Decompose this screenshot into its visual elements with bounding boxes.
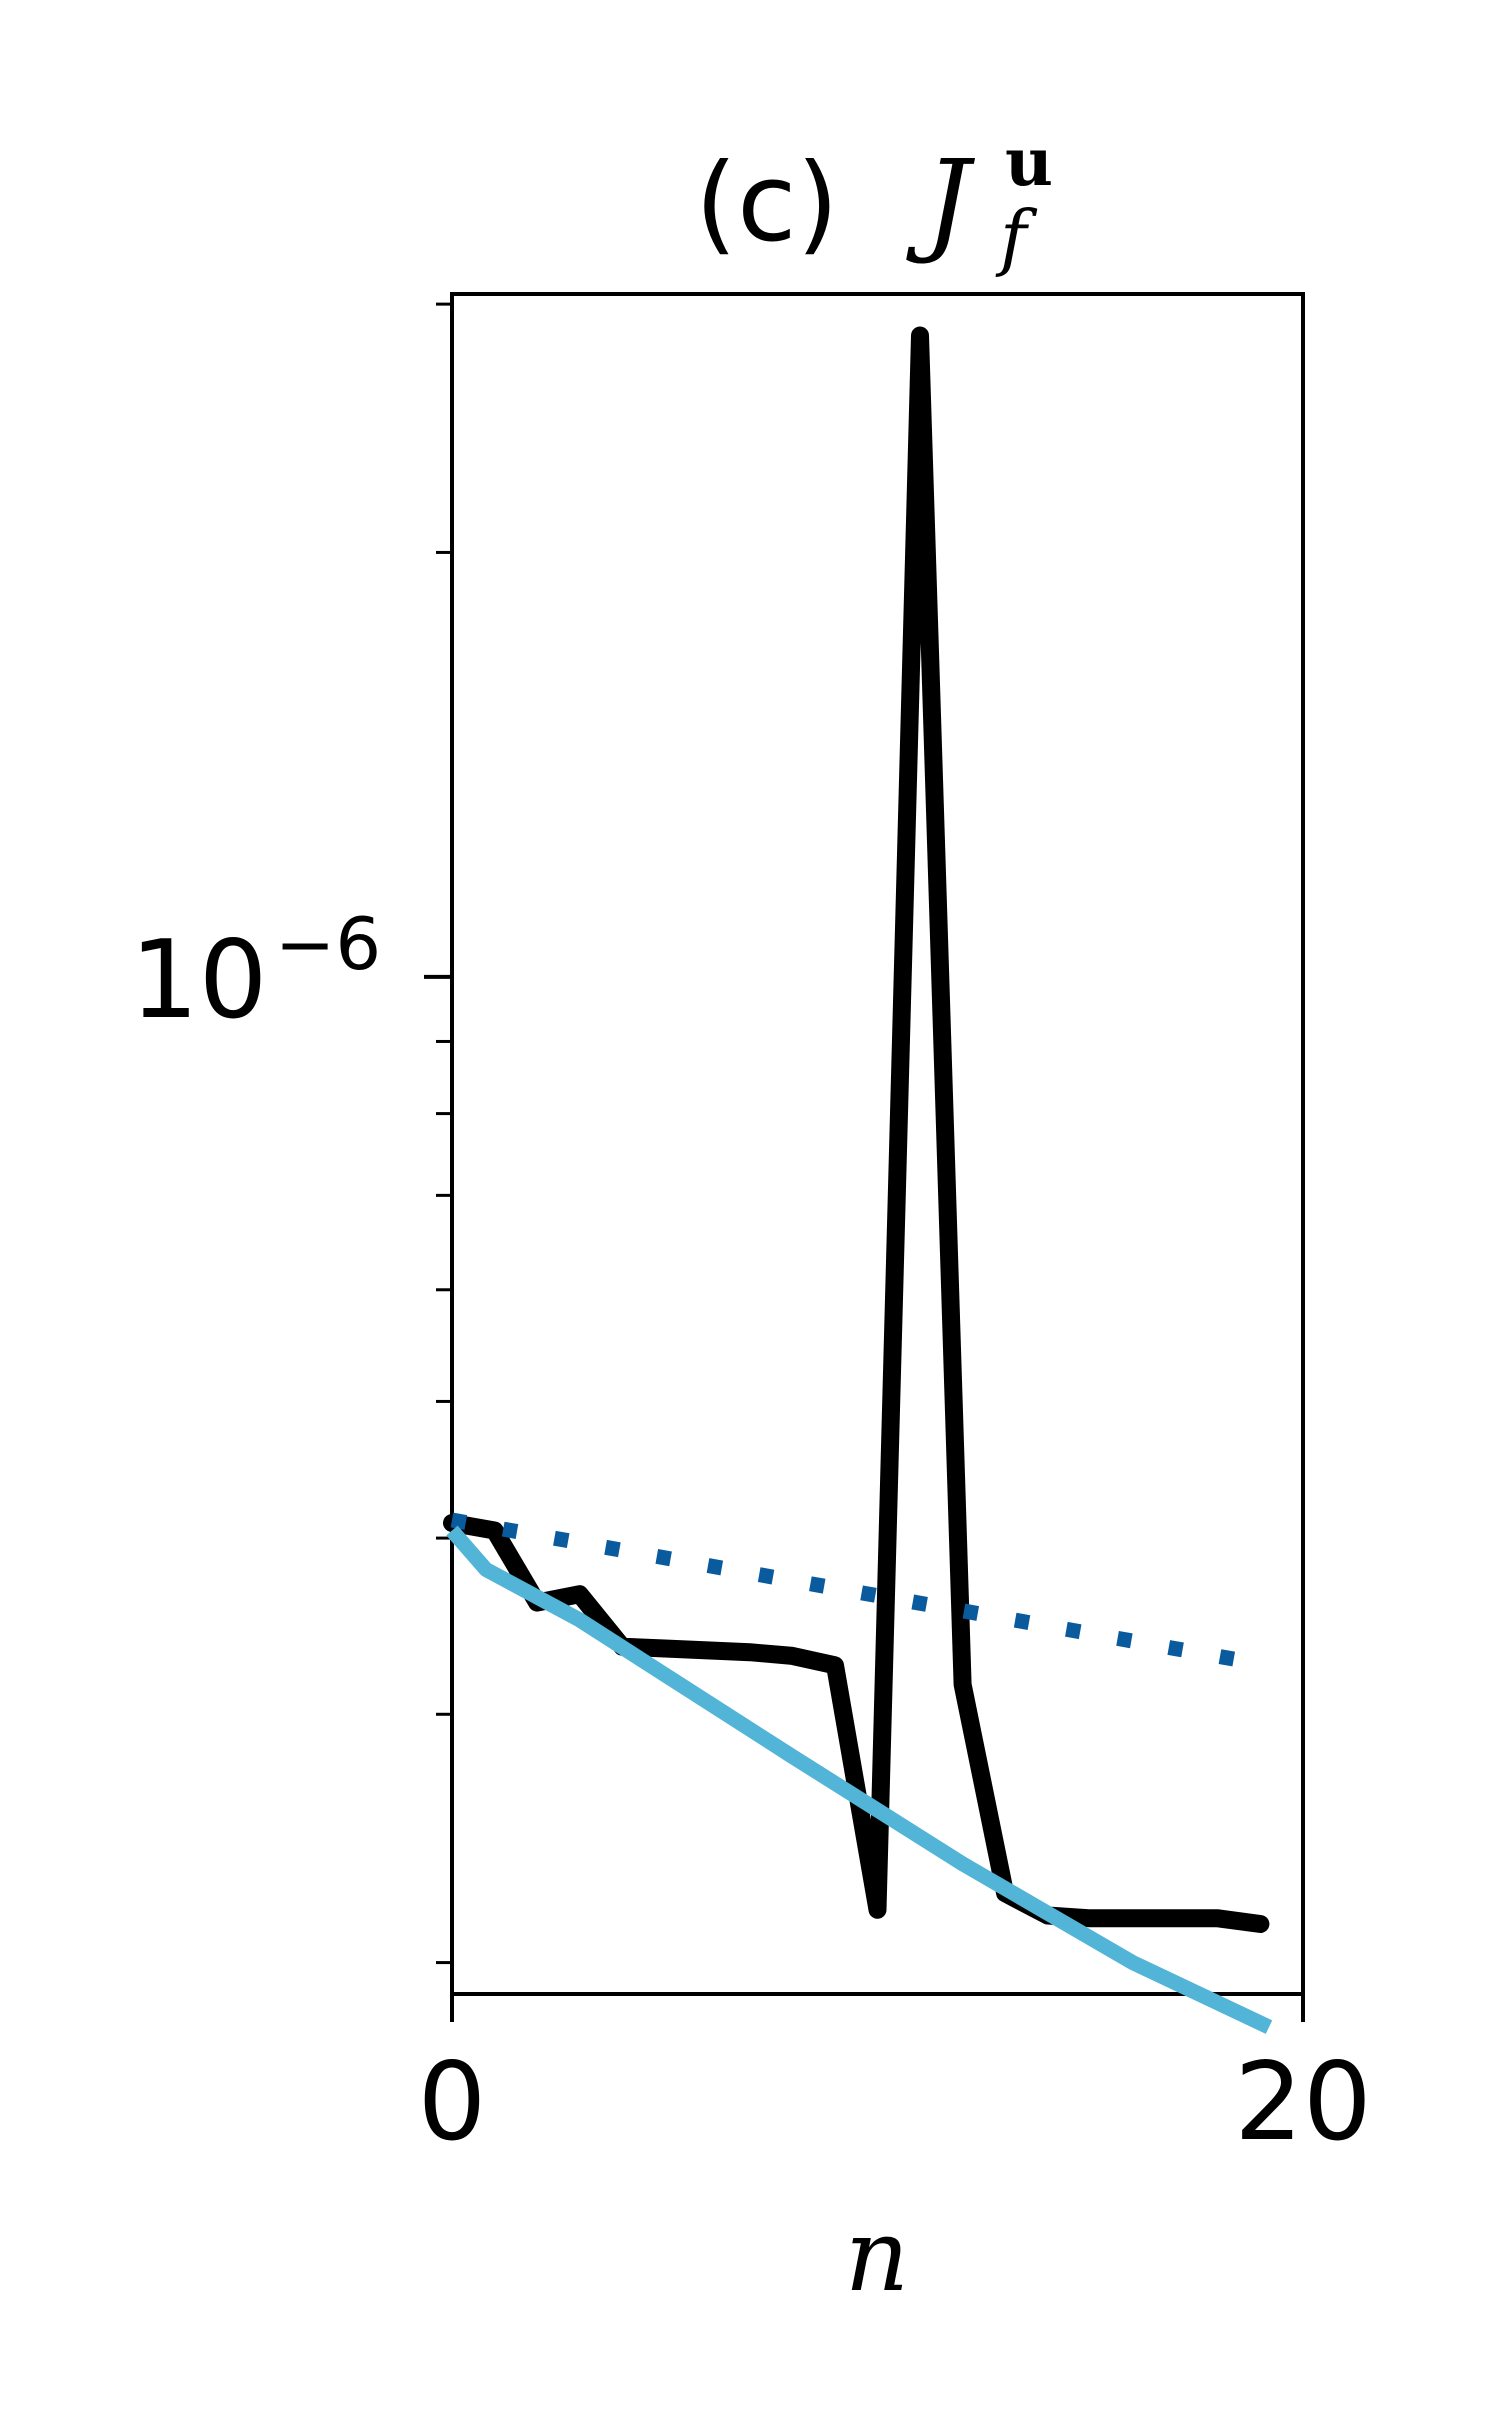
chart-title-superscript: u [1005, 123, 1053, 201]
chart-title-prefix: (c) [695, 141, 839, 266]
series-layer [443, 326, 1273, 2034]
y-tick-label-exponent: −6 [275, 902, 381, 986]
x-tick-label: 20 [1234, 2040, 1371, 2165]
chart-title-subscript: f [995, 195, 1038, 279]
y-tick-label-base: 10 [130, 918, 267, 1043]
series-line-1 [443, 326, 1270, 1933]
series-line-3 [446, 1525, 1273, 2034]
y-major-ticks: 10 −6 [130, 902, 452, 1043]
x-axis-label: n [845, 2197, 909, 2314]
x-tick-label: 0 [418, 2040, 487, 2165]
y-minor-ticks [436, 302, 452, 1965]
plot-area-frame [450, 292, 1305, 1996]
chart-title-symbol: J [906, 137, 976, 267]
x-ticks: 0 20 [418, 1994, 1372, 2165]
